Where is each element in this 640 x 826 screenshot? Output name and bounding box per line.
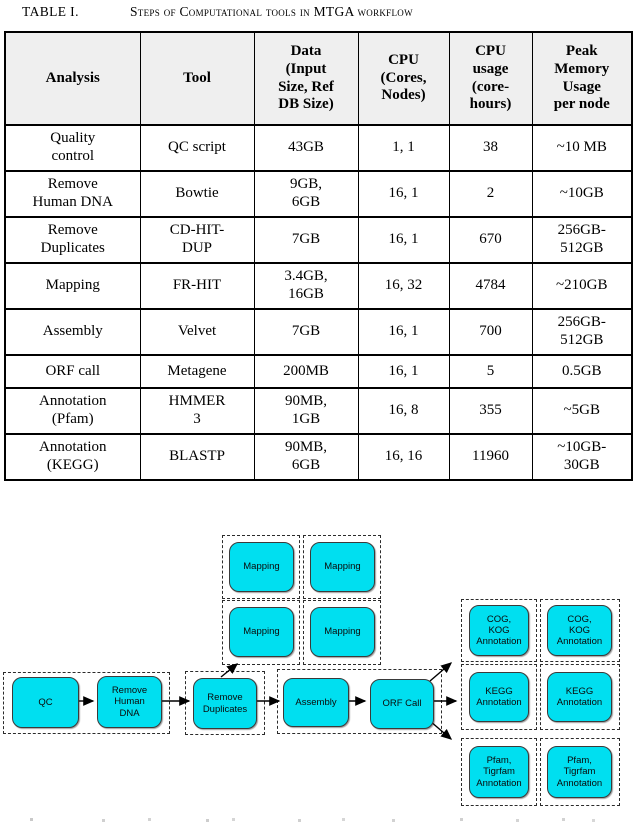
diagram-node-assembly: Assembly: [283, 678, 349, 727]
diagram-node-cog-annotation-2: COG, KOG Annotation: [547, 605, 612, 656]
diagram-node-mapping-1: Mapping: [229, 542, 294, 592]
table-cell: 200MB: [253, 354, 359, 389]
table-cell: 16, 1: [357, 308, 450, 356]
table-cell: Annotation (Pfam): [4, 387, 141, 435]
node-group-mapping-3: [222, 600, 300, 665]
column-header-tool: Tool: [139, 31, 255, 126]
resource-table: Analysis Tool Data (Input Size, Ref DB S…: [4, 31, 633, 481]
table-caption: TABLE I. Steps of Computational tools in…: [0, 4, 640, 26]
table-row-remove-human-dna: Remove Human DNA Bowtie 9GB, 6GB 16, 1 2…: [4, 170, 633, 218]
diagram-node-qc: QC: [12, 677, 79, 728]
cropped-caption-fragment: [30, 818, 33, 821]
table-cell: Velvet: [139, 308, 255, 356]
table-header: Analysis Tool Data (Input Size, Ref DB S…: [4, 31, 633, 126]
table-cell: 256GB- 512GB: [531, 216, 633, 264]
table-cell: 38: [448, 124, 533, 172]
table-cell: 16, 1: [357, 170, 450, 218]
table-row-mapping: Mapping FR-HIT 3.4GB, 16GB 16, 32 4784 ~…: [4, 262, 633, 310]
node-group-pfam-2: [540, 738, 620, 806]
table-cell: ~10GB- 30GB: [531, 433, 633, 481]
diagram-node-kegg-annotation-2: KEGG Annotation: [547, 672, 612, 722]
node-group-mapping-4: [303, 600, 381, 665]
diagram-node-remove-duplicates: Remove Duplicates: [193, 678, 257, 729]
table-cell: 16, 8: [357, 387, 450, 435]
node-group-kegg-2: [540, 664, 620, 730]
table-cell: Quality control: [4, 124, 141, 172]
table-cell: 2: [448, 170, 533, 218]
table-cell: ~210GB: [531, 262, 633, 310]
table-cell: 16, 32: [357, 262, 450, 310]
table-cell: 700: [448, 308, 533, 356]
table-body: Quality control QC script 43GB 1, 1 38 ~…: [4, 124, 633, 481]
node-group-cog-1: [461, 599, 537, 662]
header-row: Analysis Tool Data (Input Size, Ref DB S…: [4, 31, 633, 126]
node-group-mapping-1: [222, 535, 300, 599]
table-caption-label: TABLE I.: [22, 4, 79, 19]
node-group-mapping-2: [303, 535, 381, 599]
diagram-node-mapping-4: Mapping: [310, 607, 375, 657]
diagram-node-orf-call: ORF Call: [370, 679, 434, 729]
diagram-node-cog-annotation-1: COG, KOG Annotation: [469, 605, 529, 656]
table-cell: Metagene: [139, 354, 255, 389]
column-header-cpu: CPU (Cores, Nodes): [357, 31, 450, 126]
table-cell: ~10 MB: [531, 124, 633, 172]
column-header-analysis: Analysis: [4, 31, 141, 126]
table-cell: ORF call: [4, 354, 141, 389]
table-cell: 256GB- 512GB: [531, 308, 633, 356]
table-cell: Remove Human DNA: [4, 170, 141, 218]
table-cell: FR-HIT: [139, 262, 255, 310]
table-cell: 16, 1: [357, 216, 450, 264]
table-cell: 7GB: [253, 216, 359, 264]
table-row-orf-call: ORF call Metagene 200MB 16, 1 5 0.5GB: [4, 354, 633, 389]
table-cell: Bowtie: [139, 170, 255, 218]
table-row-quality-control: Quality control QC script 43GB 1, 1 38 ~…: [4, 124, 633, 172]
table-cell: CD-HIT- DUP: [139, 216, 255, 264]
table-cell: ~10GB: [531, 170, 633, 218]
table-caption-title: Steps of Computational tools in MTGA wor…: [130, 4, 413, 19]
table-cell: 16, 1: [357, 354, 450, 389]
table-cell: 7GB: [253, 308, 359, 356]
table-row-annotation-kegg: Annotation (KEGG) BLASTP 90MB, 6GB 16, 1…: [4, 433, 633, 481]
column-header-peak-memory: Peak Memory Usage per node: [531, 31, 633, 126]
table-cell: BLASTP: [139, 433, 255, 481]
table-cell: HMMER 3: [139, 387, 255, 435]
table-cell: 43GB: [253, 124, 359, 172]
table-cell: Mapping: [4, 262, 141, 310]
diagram-node-mapping-3: Mapping: [229, 607, 294, 657]
diagram-node-remove-human-dna: Remove Human DNA: [97, 676, 162, 728]
node-group-pfam-1: [461, 738, 537, 806]
table-cell: 355: [448, 387, 533, 435]
diagram-node-pfam-annotation-2: Pfam, Tigrfam Annotation: [547, 746, 612, 798]
table-cell: 670: [448, 216, 533, 264]
diagram-node-pfam-annotation-1: Pfam, Tigrfam Annotation: [469, 746, 529, 798]
node-group-qc-remove-human: [3, 672, 170, 734]
node-group-kegg-1: [461, 664, 537, 730]
table-cell: 9GB, 6GB: [253, 170, 359, 218]
table-cell: 90MB, 6GB: [253, 433, 359, 481]
table-cell: QC script: [139, 124, 255, 172]
table-cell: Remove Duplicates: [4, 216, 141, 264]
column-header-data: Data (Input Size, Ref DB Size): [253, 31, 359, 126]
table-cell: ~5GB: [531, 387, 633, 435]
node-group-cog-2: [540, 599, 620, 662]
table-cell: Annotation (KEGG): [4, 433, 141, 481]
table-cell: 5: [448, 354, 533, 389]
table-row-remove-duplicates: Remove Duplicates CD-HIT- DUP 7GB 16, 1 …: [4, 216, 633, 264]
table-row-assembly: Assembly Velvet 7GB 16, 1 700 256GB- 512…: [4, 308, 633, 356]
workflow-figure: Mapping Mapping Mapping Mapping QC Remov…: [0, 520, 640, 820]
table-cell: 90MB, 1GB: [253, 387, 359, 435]
table-cell: 1, 1: [357, 124, 450, 172]
table-cell: 0.5GB: [531, 354, 633, 389]
table-cell: 4784: [448, 262, 533, 310]
diagram-node-mapping-2: Mapping: [310, 542, 375, 592]
table-cell: Assembly: [4, 308, 141, 356]
table-cell: 3.4GB, 16GB: [253, 262, 359, 310]
table-cell: 16, 16: [357, 433, 450, 481]
diagram-node-kegg-annotation-1: KEGG Annotation: [469, 672, 529, 722]
table-cell: 11960: [448, 433, 533, 481]
table-row-annotation-pfam: Annotation (Pfam) HMMER 3 90MB, 1GB 16, …: [4, 387, 633, 435]
column-header-cpu-usage: CPU usage (core- hours): [448, 31, 533, 126]
